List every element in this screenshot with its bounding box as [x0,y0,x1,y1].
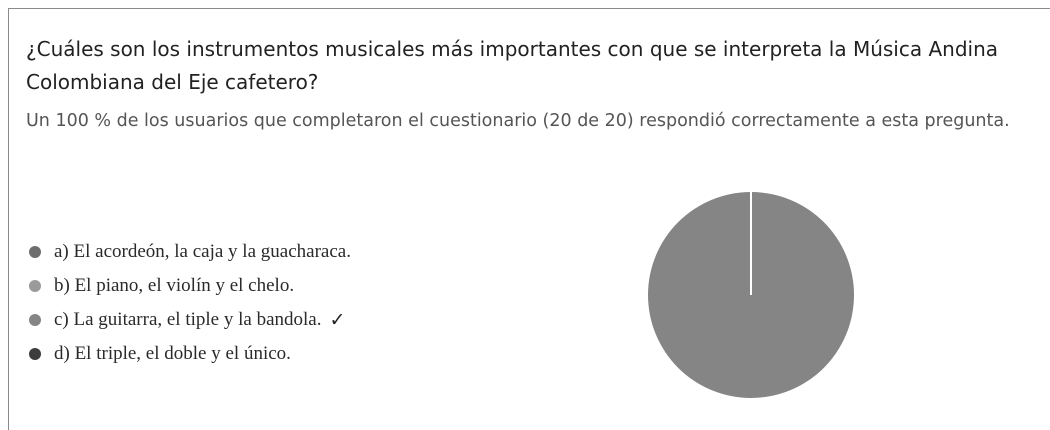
legend-dot-icon [29,246,41,258]
checkmark-icon: ✓ [329,309,346,331]
legend-item-b: b) El piano, el violín y el chelo. [29,269,359,303]
legend-label: b) El piano, el violín y el chelo. [54,275,295,296]
answers-pie-chart [648,192,854,398]
legend-dot-icon [29,314,41,326]
answer-summary: Un 100 % de los usuarios que completaron… [26,111,1010,131]
legend-label: c) La guitarra, el tiple y la bandola. [54,309,322,330]
answer-legend: a) El acordeón, la caja y la guacharaca.… [29,235,359,371]
question-title: ¿Cuáles son los instrumentos musicales m… [26,37,999,94]
legend-item-a: a) El acordeón, la caja y la guacharaca. [29,235,359,269]
question-card: ¿Cuáles son los instrumentos musicales m… [8,8,1050,430]
legend-label: d) El triple, el doble y el único. [54,343,291,364]
legend-label: a) El acordeón, la caja y la guacharaca. [54,241,351,262]
legend-dot-icon [29,348,41,360]
legend-dot-icon [29,280,41,292]
legend-item-c: c) La guitarra, el tiple y la bandola. ✓ [29,303,359,337]
legend-item-d: d) El triple, el doble y el único. [29,337,359,371]
